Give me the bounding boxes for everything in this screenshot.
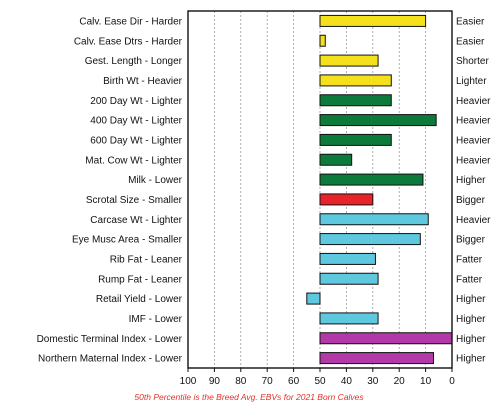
bar-11 xyxy=(319,213,429,226)
category-label-17: Domestic Terminal Index - Lower xyxy=(37,334,183,345)
right-label-11: Heavier xyxy=(456,215,491,226)
bar-13 xyxy=(319,252,376,265)
bar-4 xyxy=(319,74,392,87)
bar-5 xyxy=(319,94,392,107)
x-tick-label-90: 90 xyxy=(209,376,221,387)
right-label-6: Heavier xyxy=(456,116,491,127)
x-tick-label-40: 40 xyxy=(341,376,353,387)
category-label-4: Birth Wt - Heavier xyxy=(103,76,183,87)
bar-12 xyxy=(319,233,421,246)
bar-1 xyxy=(319,14,427,27)
right-label-13: Fatter xyxy=(456,254,483,265)
right-label-2: Easier xyxy=(456,36,485,47)
bar-2 xyxy=(319,34,326,47)
category-label-18: Northern Maternal Index - Lower xyxy=(38,354,183,365)
category-label-9: Milk - Lower xyxy=(128,175,183,186)
right-label-8: Heavier xyxy=(456,155,491,166)
x-tick-label-30: 30 xyxy=(367,376,379,387)
category-label-10: Scrotal Size - Smaller xyxy=(86,195,183,206)
category-label-6: 400 Day Wt - Lighter xyxy=(90,116,182,127)
bar-6 xyxy=(319,114,437,127)
bar-8 xyxy=(319,153,353,166)
category-label-11: Carcase Wt - Lighter xyxy=(90,215,182,226)
category-label-7: 600 Day Wt - Lighter xyxy=(90,135,182,146)
x-tick-label-70: 70 xyxy=(262,376,274,387)
category-label-15: Retail Yield - Lower xyxy=(96,294,183,305)
category-label-12: Eye Musc Area - Smaller xyxy=(72,235,183,246)
bar-16 xyxy=(319,312,379,325)
bar-18 xyxy=(319,352,435,365)
right-label-17: Higher xyxy=(456,334,486,345)
bar-7 xyxy=(319,133,392,146)
right-label-4: Lighter xyxy=(456,76,487,87)
bars xyxy=(306,14,453,365)
category-label-1: Calv. Ease Dir - Harder xyxy=(79,16,182,27)
right-label-5: Heavier xyxy=(456,96,491,107)
category-label-8: Mat. Cow Wt - Lighter xyxy=(85,155,182,166)
bar-9 xyxy=(319,173,424,186)
x-tick-label-80: 80 xyxy=(235,376,247,387)
right-label-9: Higher xyxy=(456,175,486,186)
grid-lines xyxy=(213,11,427,368)
category-label-13: Rib Fat - Leaner xyxy=(110,254,183,265)
bar-14 xyxy=(319,272,379,285)
right-label-7: Heavier xyxy=(456,135,491,146)
bar-15 xyxy=(306,292,321,305)
right-label-10: Bigger xyxy=(456,195,486,206)
x-tick-label-0: 0 xyxy=(449,376,455,387)
category-label-3: Gest. Length - Longer xyxy=(85,56,183,67)
category-label-16: IMF - Lower xyxy=(129,314,183,325)
right-labels: Easier Easier Shorter Lighter Heavier Heavier… xyxy=(456,16,491,364)
right-label-3: Shorter xyxy=(456,56,489,67)
right-label-16: Higher xyxy=(456,314,486,325)
category-label-2: Calv. Ease Dtrs - Harder xyxy=(74,36,183,47)
footnote: 50th Percentile is the Breed Avg. EBVs f… xyxy=(134,392,364,402)
x-tick-label-100: 100 xyxy=(180,376,197,387)
x-tick-label-10: 10 xyxy=(420,376,432,387)
right-label-1: Easier xyxy=(456,16,485,27)
right-label-18: Higher xyxy=(456,354,486,365)
x-tick-label-20: 20 xyxy=(394,376,406,387)
bar-10 xyxy=(319,193,374,206)
category-labels: Calv. Ease Dir - Harder Calv. Ease Dtrs -… xyxy=(37,16,183,364)
bar-3 xyxy=(319,54,379,67)
right-label-15: Higher xyxy=(456,294,486,305)
x-tick-label-50: 50 xyxy=(314,376,326,387)
category-label-5: 200 Day Wt - Lighter xyxy=(90,96,182,107)
x-tick-label-60: 60 xyxy=(288,376,300,387)
category-label-14: Rump Fat - Leaner xyxy=(98,274,183,285)
bar-17 xyxy=(319,332,453,345)
right-label-12: Bigger xyxy=(456,235,486,246)
x-axis-ticks: 100 90 80 70 60 50 40 30 20 10 0 xyxy=(180,368,455,387)
right-label-14: Fatter xyxy=(456,274,483,285)
